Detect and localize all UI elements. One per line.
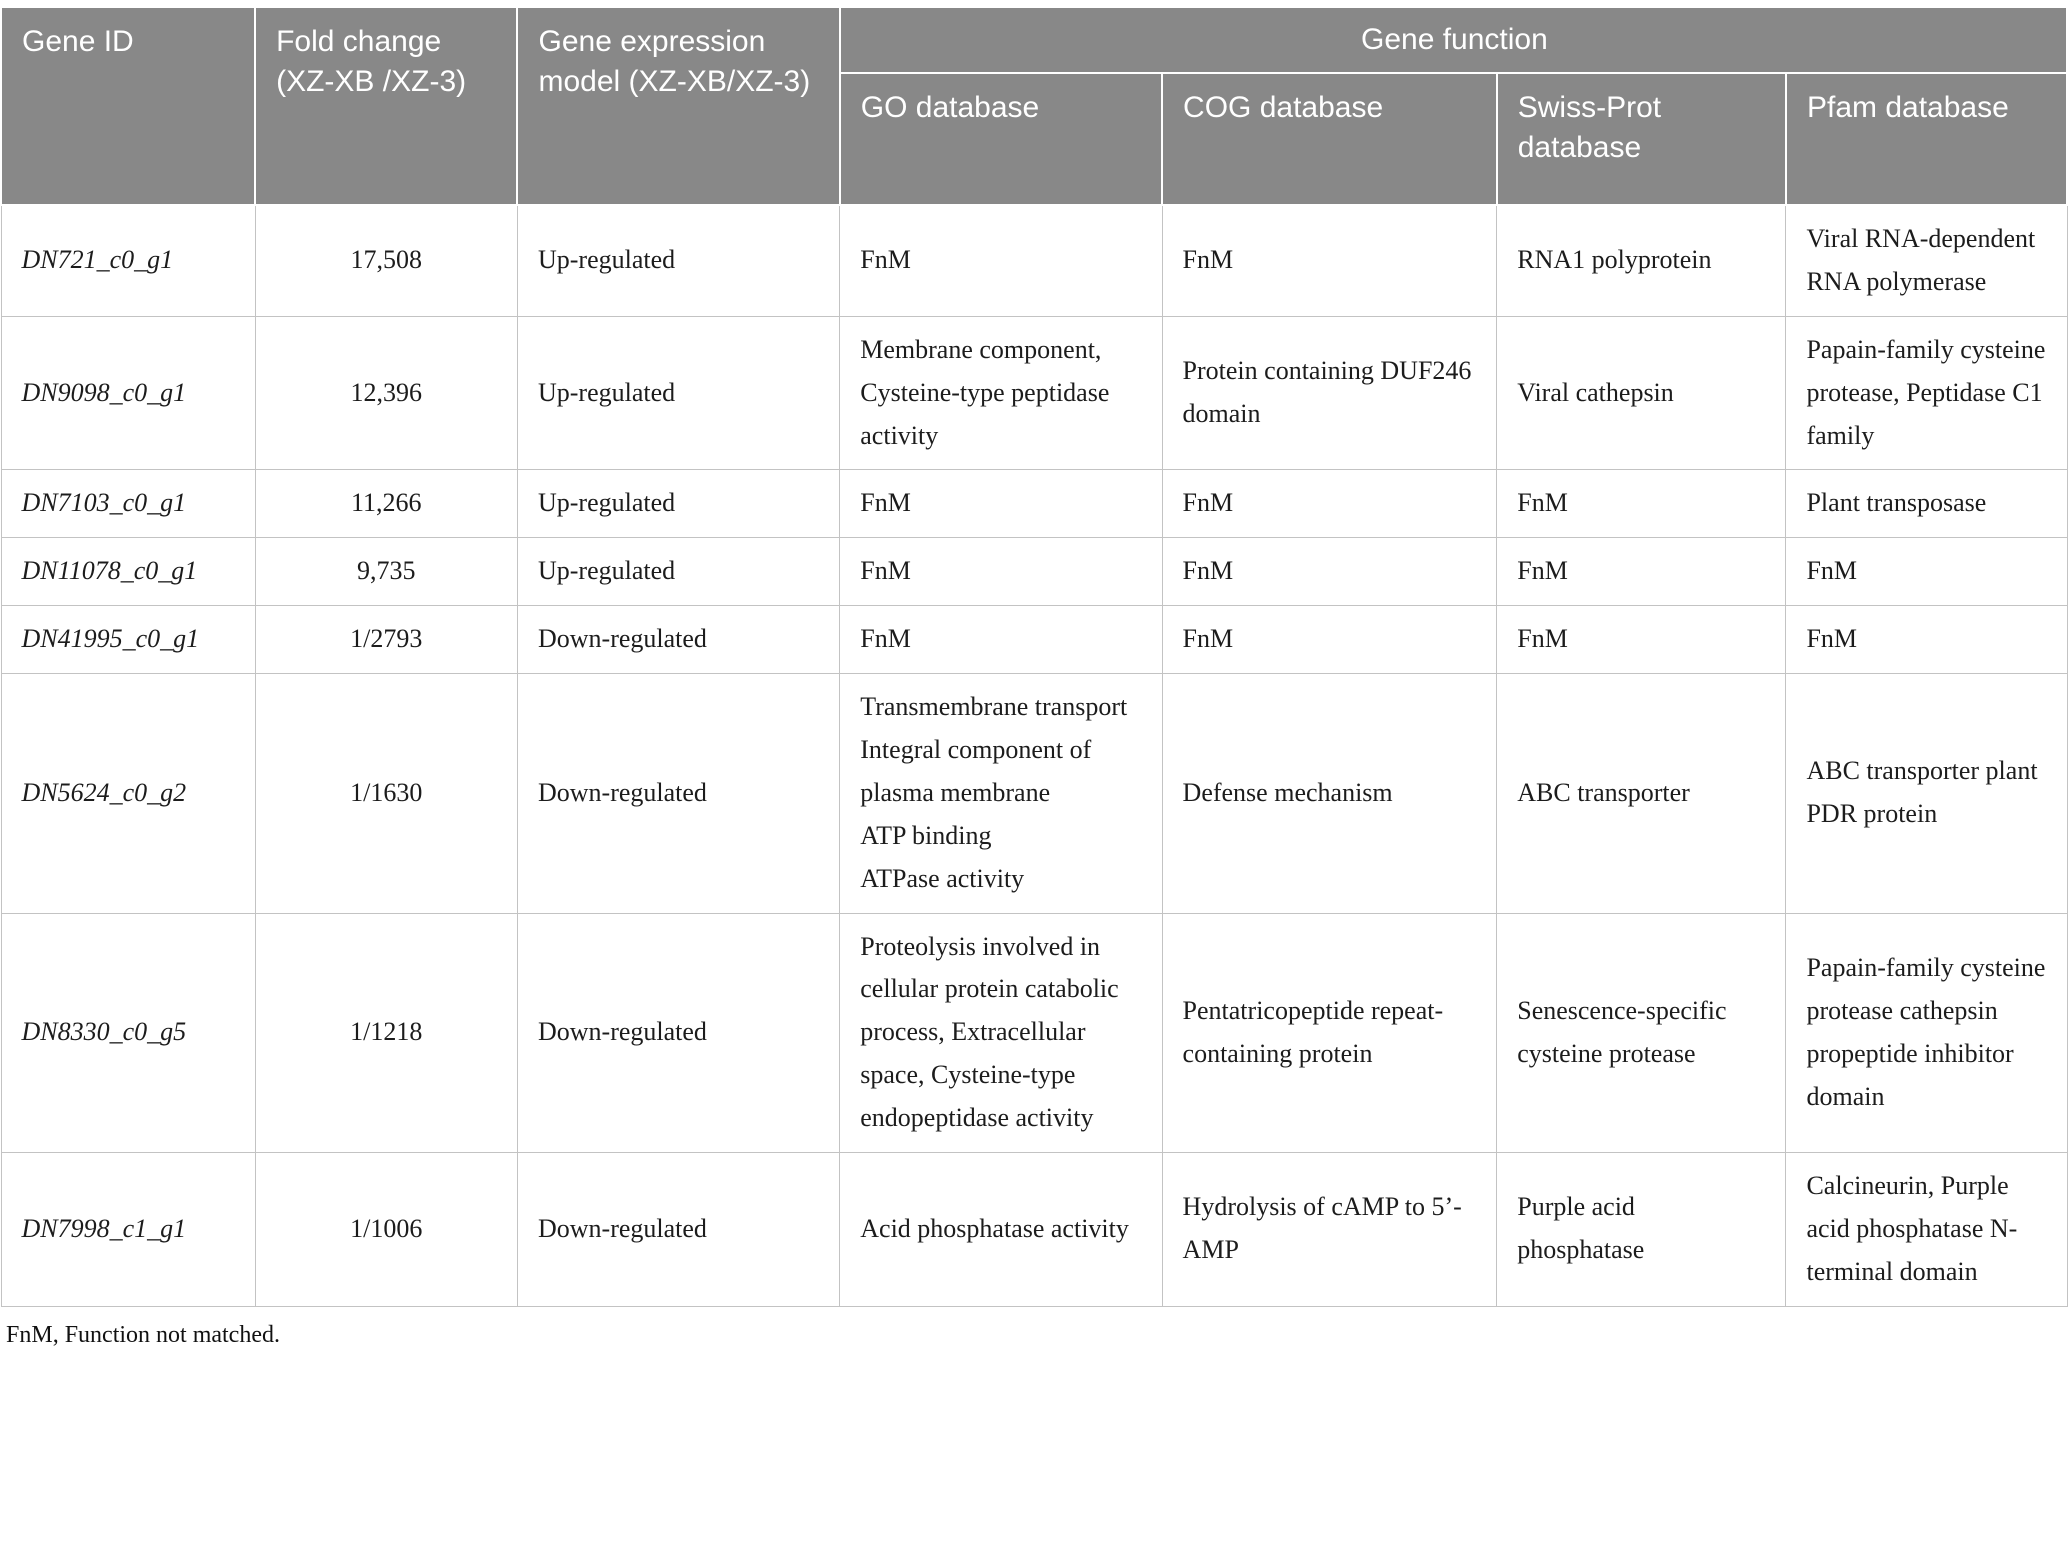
cell-swissprot-database: RNA1 polyprotein [1496,204,1787,317]
cell-pfam-database: FnM [1785,605,2068,675]
table-header: Gene ID Fold change (XZ-XB /XZ-3) Gene e… [0,6,2068,206]
cell-gene-id: DN5624_c0_g2 [0,673,256,914]
cell-swissprot-database: Viral cathepsin [1496,315,1787,471]
cell-swissprot-database: FnM [1496,605,1787,675]
cell-go-database: FnM [839,537,1163,607]
cell-fold-change: 1/1218 [254,912,518,1154]
header-row-sub: GO database COG database Swiss-Prot data… [1,72,2068,206]
cell-go-database: Transmembrane transport Integral compone… [839,673,1163,914]
cell-gene-id: DN11078_c0_g1 [0,537,256,607]
col-header-expression-model: Gene expression model (XZ-XB/XZ-3) [516,6,841,206]
cell-gene-id: DN8330_c0_g5 [0,912,256,1154]
cell-fold-change: 12,396 [254,315,518,471]
cell-fold-change: 17,508 [254,204,518,317]
cell-fold-change: 9,735 [254,537,518,607]
cell-cog-database: FnM [1161,204,1498,317]
cell-expression-model: Up-regulated [516,469,841,539]
cell-cog-database: Defense mechanism [1161,673,1498,914]
table-row: DN9098_c0_g1 12,396 Up-regulated Membrane c… [0,315,2068,471]
cell-swissprot-database: FnM [1496,469,1787,539]
cell-pfam-database: Viral RNA-dependent RNA polymerase [1785,204,2068,317]
cell-expression-model: Up-regulated [516,204,841,317]
col-header-gene-function: Gene function [838,6,2068,74]
cell-fold-change: 1/1006 [254,1152,518,1307]
table-row: DN41995_c0_g1 1/2793 Down-regulated FnM FnM F… [0,605,2068,675]
cell-swissprot-database: Senescence-specific cysteine protease [1496,912,1787,1154]
table-footnote: FnM, Function not matched. [6,1321,280,1348]
cell-go-database: Acid phosphatase activity [839,1152,1163,1307]
cell-pfam-database: Plant transposase [1785,469,2068,539]
cell-fold-change: 1/1630 [254,673,518,914]
table-row: DN11078_c0_g1 9,735 Up-regulated FnM FnM FnM F… [0,537,2068,607]
cell-pfam-database: Calcineurin, Purple acid phosphatase N-t… [1785,1152,2068,1307]
cell-cog-database: FnM [1161,469,1498,539]
cell-cog-database: Pentatricopeptide repeat-containing prot… [1161,912,1498,1154]
table-row: DN7998_c1_g1 1/1006 Down-regulated Acid pho… [0,1152,2068,1307]
cell-cog-database: FnM [1161,605,1498,675]
table-row: DN721_c0_g1 17,508 Up-regulated FnM FnM RNA1 … [0,204,2068,317]
col-header-gene-id: Gene ID [0,6,257,206]
cell-gene-id: DN41995_c0_g1 [0,605,256,675]
cell-pfam-database: ABC transporter plant PDR protein [1785,673,2068,914]
table-body: DN721_c0_g1 17,508 Up-regulated FnM FnM RNA1 … [0,204,2068,1307]
cell-gene-id: DN721_c0_g1 [0,204,256,317]
cell-go-database: Proteolysis involved in cellular protein… [839,912,1163,1154]
cell-swissprot-database: FnM [1496,537,1787,607]
cell-cog-database: Protein containing DUF246 domain [1161,315,1498,471]
table-row: DN7103_c0_g1 11,266 Up-regulated FnM FnM FnM P… [0,469,2068,539]
cell-cog-database: Hydrolysis of cAMP to 5’-AMP [1161,1152,1498,1307]
cell-expression-model: Down-regulated [516,673,841,914]
cell-expression-model: Down-regulated [516,605,841,675]
cell-swissprot-database: Purple acid phosphatase [1496,1152,1787,1307]
col-header-pfam-database: Pfam database [1784,72,2068,206]
col-header-cog-database: COG database [1161,72,1498,206]
cell-fold-change: 1/2793 [254,605,518,675]
cell-expression-model: Up-regulated [516,537,841,607]
cell-go-database: FnM [839,469,1163,539]
cell-gene-id: DN7103_c0_g1 [0,469,256,539]
cell-pfam-database: Papain-family cysteine protease, Peptida… [1785,315,2068,471]
table-row: DN8330_c0_g5 1/1218 Down-regulated Proteoly… [0,912,2068,1154]
cell-gene-id: DN7998_c1_g1 [0,1152,256,1307]
cell-fold-change: 11,266 [254,469,518,539]
cell-go-database: Membrane component, Cysteine-type peptid… [839,315,1163,471]
header-row-main: Gene ID Fold change (XZ-XB /XZ-3) Gene e… [0,6,2068,206]
gene-table: Gene ID Fold change (XZ-XB /XZ-3) Gene e… [0,6,2068,1307]
col-header-go-database: GO database [838,72,1164,206]
cell-pfam-database: Papain-family cysteine protease cathepsi… [1785,912,2068,1154]
cell-cog-database: FnM [1161,537,1498,607]
cell-go-database: FnM [839,605,1163,675]
table-row: DN5624_c0_g2 1/1630 Down-regulated Transmem… [0,673,2068,914]
col-header-fold-change: Fold change (XZ-XB /XZ-3) [254,6,519,206]
cell-expression-model: Up-regulated [516,315,841,471]
cell-pfam-database: FnM [1785,537,2068,607]
col-header-swissprot-database: Swiss-Prot database [1495,72,1787,206]
cell-go-database: FnM [839,204,1163,317]
cell-gene-id: DN9098_c0_g1 [0,315,256,471]
cell-expression-model: Down-regulated [516,1152,841,1307]
gene-function-table-section: Gene ID Fold change (XZ-XB /XZ-3) Gene e… [0,6,2068,1348]
cell-swissprot-database: ABC transporter [1496,673,1787,914]
cell-expression-model: Down-regulated [516,912,841,1154]
